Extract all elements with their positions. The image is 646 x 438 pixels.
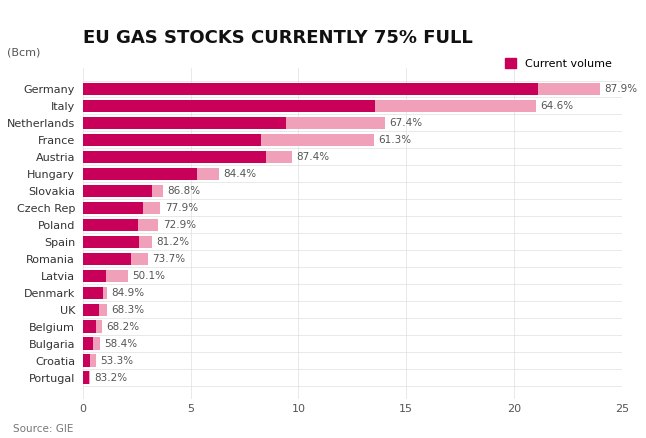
Bar [83, 269, 128, 282]
Bar [83, 201, 143, 214]
Bar [83, 286, 103, 299]
Text: 83.2%: 83.2% [95, 373, 128, 382]
Text: 86.8%: 86.8% [167, 186, 200, 196]
Text: (Bcm): (Bcm) [7, 48, 41, 58]
Text: 67.4%: 67.4% [389, 118, 422, 128]
Bar [83, 168, 198, 180]
Bar [83, 269, 105, 282]
Bar [83, 337, 100, 350]
Bar [83, 134, 374, 146]
Text: EU GAS STOCKS CURRENTLY 75% FULL: EU GAS STOCKS CURRENTLY 75% FULL [83, 29, 473, 47]
Text: 73.7%: 73.7% [152, 254, 185, 264]
Bar [83, 185, 163, 197]
Text: 84.9%: 84.9% [111, 288, 144, 298]
Legend: Current volume: Current volume [501, 53, 616, 73]
Text: 84.4%: 84.4% [223, 169, 256, 179]
Text: 72.9%: 72.9% [163, 220, 196, 230]
Text: 68.3%: 68.3% [111, 305, 144, 314]
Text: 87.9%: 87.9% [605, 84, 638, 94]
Bar [83, 337, 93, 350]
Bar [83, 117, 385, 129]
Bar [83, 219, 138, 231]
Bar [83, 286, 107, 299]
Bar [83, 219, 158, 231]
Text: 61.3%: 61.3% [379, 135, 412, 145]
Text: 64.6%: 64.6% [540, 101, 573, 111]
Bar [83, 236, 152, 248]
Text: 87.4%: 87.4% [297, 152, 329, 162]
Bar [83, 168, 219, 180]
Bar [83, 321, 102, 333]
Bar [83, 236, 139, 248]
Bar [83, 100, 536, 112]
Text: 50.1%: 50.1% [132, 271, 165, 281]
Bar [83, 354, 90, 367]
Text: 53.3%: 53.3% [100, 356, 133, 366]
Bar [83, 100, 375, 112]
Bar [83, 304, 107, 316]
Bar [83, 304, 99, 316]
Bar [83, 354, 96, 367]
Text: 81.2%: 81.2% [156, 237, 189, 247]
Bar [83, 151, 292, 163]
Bar [83, 134, 261, 146]
Bar [83, 253, 130, 265]
Bar [83, 151, 266, 163]
Bar [83, 321, 96, 333]
Bar [83, 201, 160, 214]
Text: 77.9%: 77.9% [165, 203, 198, 213]
Bar [83, 83, 600, 95]
Text: 58.4%: 58.4% [105, 339, 138, 349]
Text: 68.2%: 68.2% [107, 321, 140, 332]
Bar [83, 117, 286, 129]
Bar [83, 83, 537, 95]
Bar [83, 185, 152, 197]
Bar [83, 253, 147, 265]
Text: Source: GIE: Source: GIE [13, 424, 73, 434]
Bar [83, 371, 89, 384]
Bar [83, 371, 90, 384]
